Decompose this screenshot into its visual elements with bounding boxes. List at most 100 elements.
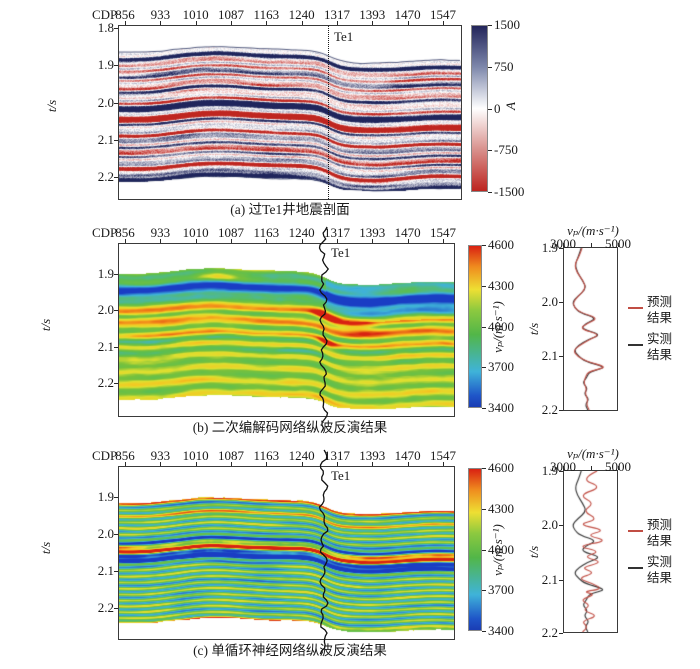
time-tick-mark: [114, 383, 118, 384]
velocity-canvas-b: [119, 244, 454, 416]
colorbar-tick-label: 750: [494, 58, 514, 74]
cdp-tick-label: 1163: [253, 225, 280, 240]
vp-axis-title-b: vₚ/(m·s⁻¹): [567, 223, 619, 238]
colorbar-tick-label: -750: [494, 142, 518, 158]
vp-tick-mark: [590, 466, 592, 470]
colorbar-tick-label: 3700: [488, 359, 514, 375]
vp-tick-mark: [590, 243, 592, 247]
time-tick-label: 2.0: [97, 302, 114, 317]
time-axis-label-side-c: t/s: [526, 545, 542, 559]
well-curves-canvas-b: [564, 248, 617, 410]
time-tick-mark: [114, 177, 118, 178]
cdp-tick-mark: [442, 21, 444, 25]
vp-tick-mark: [618, 243, 619, 247]
time-tick-mark: [559, 471, 563, 472]
cdp-tick-label: 1317: [323, 448, 350, 463]
time-tick-label: 1.9: [97, 266, 114, 281]
cdp-tick-label: 1087: [217, 7, 244, 22]
time-tick-mark: [114, 608, 118, 609]
time-tick-mark: [114, 103, 118, 104]
cdp-tick-mark: [195, 462, 197, 466]
time-tick-mark: [114, 497, 118, 498]
colorbar-tick-mark: [482, 326, 486, 328]
cdp-tick-label: 856: [115, 7, 135, 22]
cdp-tick-mark: [195, 239, 197, 243]
cdp-tick-label: 1163: [253, 448, 280, 463]
time-tick-label: 2.1: [97, 339, 114, 354]
colorbar-tick-label: 4000: [488, 541, 514, 557]
cdp-tick-mark: [125, 239, 126, 243]
cdp-tick-mark: [230, 21, 232, 25]
colorbar-tick-label: -1500: [494, 184, 525, 199]
cdp-tick-label: 1087: [217, 448, 244, 463]
time-tick-label: 1.9: [97, 489, 114, 504]
time-tick-mark: [114, 140, 118, 141]
time-tick-mark: [114, 571, 118, 572]
cdp-tick-label: 1470: [394, 225, 421, 240]
well-comparison-plot-b: [563, 247, 618, 411]
cdp-tick-label: 1240: [288, 7, 315, 22]
time-tick-label: 2.1: [97, 132, 114, 147]
cdp-tick-label: 1087: [217, 225, 244, 240]
cdp-tick-mark: [230, 239, 232, 243]
cdp-tick-label: 933: [150, 448, 171, 463]
time-tick-label: 2.2: [541, 402, 558, 417]
colorbar-tick-mark: [482, 549, 486, 551]
cdp-tick-mark: [160, 21, 162, 25]
time-tick-mark: [559, 410, 563, 411]
cdp-tick-mark: [336, 239, 338, 243]
time-tick-mark: [559, 302, 563, 303]
time-tick-mark: [114, 534, 118, 535]
well-curves-canvas-c: [564, 471, 617, 632]
colorbar-tick-label: 4000: [488, 318, 514, 334]
cdp-tick-mark: [372, 239, 374, 243]
time-tick-mark: [559, 580, 563, 581]
colorbar-tick-mark: [482, 245, 486, 246]
time-tick-mark: [114, 310, 118, 311]
colorbar-tick-label: 4600: [488, 237, 514, 252]
legend-line-measured-b: [628, 344, 643, 346]
cdp-tick-label: 1547: [429, 448, 456, 463]
caption-a: (a) 过Te1井地震剖面: [230, 202, 350, 217]
colorbar-c: [468, 468, 482, 631]
vp-axis-title-c: vₚ/(m·s⁻¹): [567, 446, 619, 461]
cdp-tick-label: 1010: [182, 448, 209, 463]
cdp-tick-mark: [407, 239, 409, 243]
velocity-section-c: Te1: [118, 466, 455, 640]
time-tick-label: 1.9: [541, 240, 558, 255]
legend-label-measured-b: 实测结果: [647, 332, 673, 362]
time-tick-label: 2.0: [97, 95, 114, 110]
colorbar-tick-mark: [482, 590, 486, 592]
colorbar-tick-mark: [488, 150, 492, 152]
cdp-tick-mark: [336, 462, 338, 466]
legend-label-predicted-b: 预测结果: [647, 295, 673, 325]
caption-c: (c) 单循环神经网络纵波反演结果: [193, 643, 387, 658]
time-tick-label: 2.0: [97, 526, 114, 541]
time-axis-label: t/s: [38, 541, 54, 555]
cdp-tick-mark: [336, 21, 338, 25]
cdp-tick-mark: [195, 21, 197, 25]
cdp-tick-mark: [301, 21, 303, 25]
legend-label-measured-c: 实测结果: [647, 555, 673, 585]
cdp-tick-mark: [442, 462, 444, 466]
cdp-tick-label: 1393: [359, 225, 386, 240]
legend-line-predicted-b: [628, 307, 643, 309]
well-label-a: Te1: [334, 29, 354, 44]
cdp-tick-mark: [372, 462, 374, 466]
time-tick-label: 2.2: [97, 375, 114, 390]
well-label-b: Te1: [331, 245, 351, 260]
colorbar-tick-label: 3700: [488, 582, 514, 598]
colorbar-tick-label: 3400: [488, 623, 514, 638]
cdp-tick-label: 856: [115, 225, 135, 240]
cdp-tick-mark: [125, 21, 126, 25]
time-tick-label: 2.1: [541, 348, 558, 363]
cdp-tick-mark: [407, 21, 409, 25]
cdp-tick-mark: [301, 462, 303, 466]
time-tick-label: 1.9: [541, 463, 558, 478]
time-tick-mark: [559, 633, 563, 634]
colorbar-a-label: A: [502, 102, 518, 110]
time-tick-label: 2.2: [541, 625, 558, 640]
time-tick-mark: [114, 347, 118, 348]
time-tick-mark: [559, 356, 563, 357]
